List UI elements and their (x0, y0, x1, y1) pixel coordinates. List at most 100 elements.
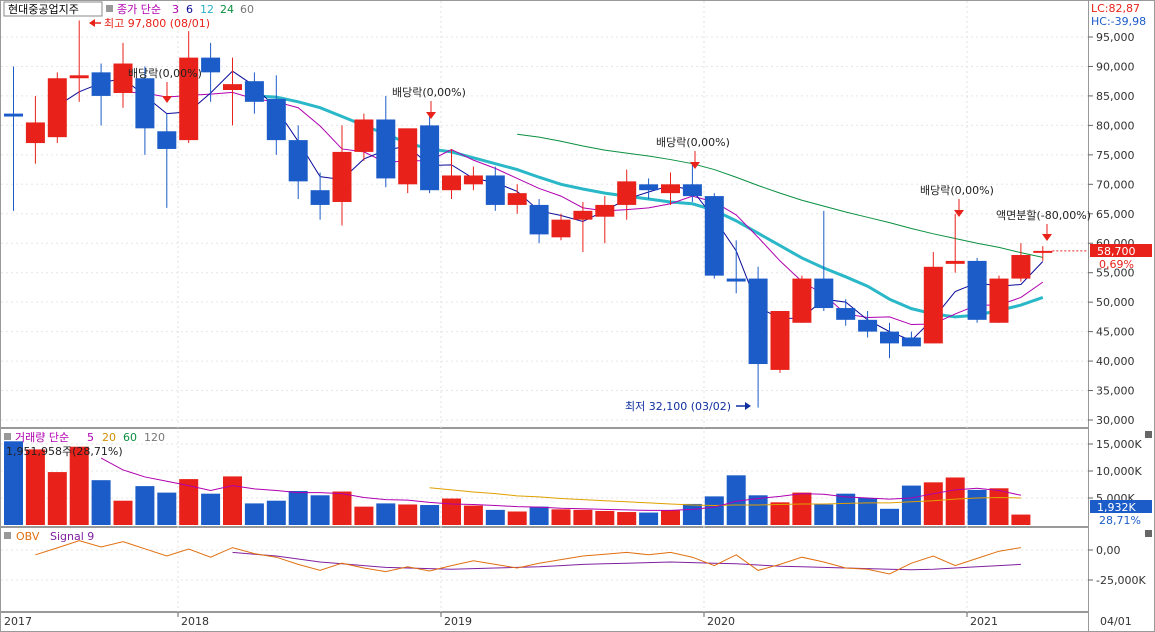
candle[interactable] (47, 72, 67, 144)
volume-bar[interactable] (420, 505, 440, 525)
candle[interactable] (923, 252, 943, 344)
volume-bar[interactable] (157, 492, 177, 525)
close-icon[interactable] (1145, 431, 1152, 438)
volume-bar[interactable] (398, 504, 418, 525)
candle[interactable] (1033, 246, 1053, 261)
volume-bars[interactable] (4, 441, 1031, 526)
volume-bar[interactable] (989, 488, 1009, 525)
candle[interactable] (836, 299, 856, 326)
volume-bar[interactable] (682, 503, 702, 525)
candle[interactable] (551, 213, 571, 241)
volume-bar[interactable] (4, 441, 23, 525)
volume-bar[interactable] (69, 446, 89, 525)
volume-bar[interactable] (113, 500, 133, 525)
candle[interactable] (69, 20, 89, 102)
volume-bar[interactable] (223, 476, 242, 525)
volume-bar[interactable] (617, 512, 637, 525)
volume-bar[interactable] (25, 449, 45, 525)
candle[interactable] (507, 184, 527, 214)
volume-bar[interactable] (573, 509, 593, 525)
candle[interactable] (91, 63, 111, 126)
candle[interactable] (901, 331, 921, 347)
candle[interactable] (485, 166, 505, 211)
volume-bar[interactable] (967, 489, 987, 525)
volume-bar[interactable] (923, 482, 943, 525)
candle[interactable] (463, 166, 483, 191)
title-box[interactable] (3, 1, 103, 17)
volume-bar[interactable] (266, 500, 286, 525)
volume-bar[interactable] (748, 495, 768, 525)
volume-bar[interactable] (945, 477, 965, 525)
volume-bar[interactable] (201, 493, 221, 525)
candle[interactable] (288, 125, 308, 200)
volume-bar[interactable] (770, 502, 790, 525)
candle[interactable] (244, 72, 264, 114)
candle[interactable] (880, 322, 899, 359)
volume-bar[interactable] (332, 491, 352, 525)
candle[interactable] (179, 31, 199, 144)
candle[interactable] (814, 210, 834, 311)
candle[interactable] (529, 199, 549, 244)
candle[interactable] (157, 113, 177, 208)
volume-bar[interactable] (529, 506, 549, 525)
volume-bar[interactable] (901, 485, 921, 525)
candle[interactable] (595, 196, 615, 244)
candle[interactable] (376, 95, 396, 188)
volume-bar[interactable] (661, 510, 680, 525)
volume-bar[interactable] (880, 508, 899, 525)
close-icon[interactable] (1145, 530, 1152, 537)
candle[interactable] (266, 75, 286, 155)
candle[interactable] (354, 113, 374, 161)
candle[interactable] (135, 66, 155, 155)
candle[interactable] (332, 125, 352, 226)
candle[interactable] (967, 257, 987, 323)
candle[interactable] (310, 172, 330, 220)
candles[interactable] (4, 20, 1053, 408)
volume-bar[interactable] (836, 493, 856, 525)
volume-bar[interactable] (244, 503, 264, 525)
volume-bar[interactable] (595, 510, 615, 525)
candle[interactable] (223, 57, 242, 126)
candle[interactable] (770, 310, 790, 373)
candle[interactable] (858, 310, 878, 338)
volume-bar[interactable] (442, 498, 461, 525)
candle[interactable] (398, 128, 418, 194)
volume-bar[interactable] (354, 506, 374, 525)
candle[interactable] (617, 169, 637, 220)
volume-bar[interactable] (310, 495, 330, 525)
volume-bar[interactable] (463, 505, 483, 525)
candle[interactable] (792, 275, 812, 323)
volume-bar[interactable] (858, 498, 878, 525)
candle[interactable] (661, 172, 680, 205)
volume-bar[interactable] (485, 509, 505, 525)
volume-bar[interactable] (507, 511, 527, 526)
volume-bar[interactable] (792, 492, 812, 525)
volume-bar[interactable] (1011, 514, 1031, 525)
candle[interactable] (25, 95, 45, 164)
candle[interactable] (573, 201, 593, 253)
volume-bar[interactable] (639, 512, 659, 525)
candle[interactable] (682, 163, 702, 202)
candle[interactable] (442, 148, 461, 200)
volume-bar[interactable] (704, 496, 724, 525)
candle[interactable] (1011, 243, 1031, 282)
volume-bar[interactable] (135, 486, 155, 525)
candle[interactable] (704, 193, 724, 279)
volume-bar[interactable] (814, 504, 834, 525)
candle[interactable] (201, 42, 221, 102)
candle[interactable] (113, 42, 133, 108)
volume-bar[interactable] (91, 480, 111, 525)
candle[interactable] (420, 113, 440, 194)
volume-bar[interactable] (47, 472, 67, 525)
volume-bar[interactable] (179, 479, 199, 525)
candle[interactable] (4, 66, 23, 211)
candle[interactable] (748, 266, 768, 408)
volume-bar[interactable] (376, 503, 396, 525)
candle[interactable] (945, 213, 965, 273)
candle[interactable] (989, 275, 1009, 323)
candle[interactable] (639, 178, 659, 200)
volume-bar[interactable] (288, 490, 308, 525)
volume-bar[interactable] (726, 475, 746, 525)
candle[interactable] (726, 240, 746, 294)
